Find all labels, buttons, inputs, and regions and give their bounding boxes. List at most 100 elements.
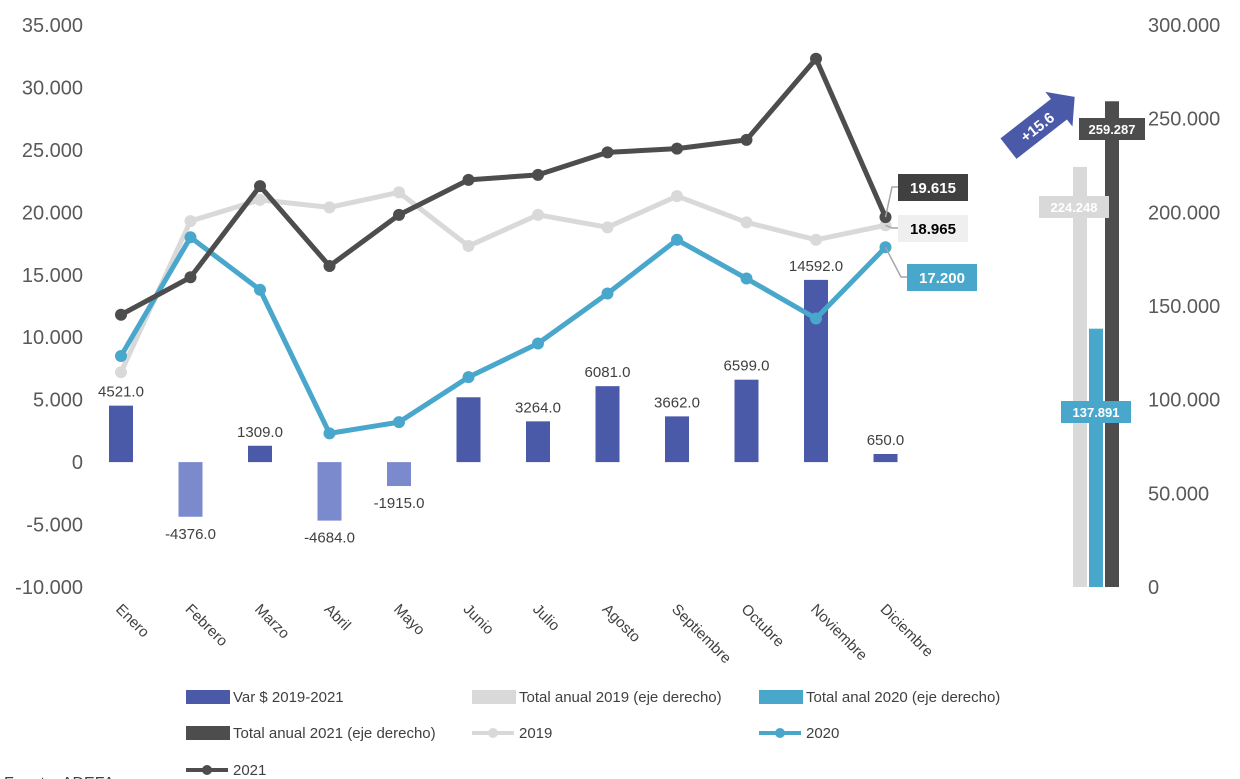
legend-swatch: [186, 726, 230, 740]
month-label: Mayo: [390, 601, 428, 639]
bar-value-label: -4376.0: [165, 526, 216, 543]
series-point-2020: [323, 427, 336, 440]
series-point-2020: [810, 312, 822, 325]
series-point-2020: [671, 233, 683, 246]
legend-marker: [202, 765, 212, 775]
legend-label: Total anal 2020 (eje derecho): [806, 689, 1000, 706]
annual-total-label-box: [1061, 401, 1131, 423]
annual-total-label-box: [1039, 196, 1109, 218]
series-point-2021: [532, 168, 544, 181]
callout-text: 17.200: [919, 270, 965, 287]
left-axis-tick: 20.000: [22, 202, 83, 224]
month-label: Julio: [529, 601, 563, 635]
series-point-2021: [810, 52, 822, 65]
legend: Var $ 2019-2021 Total anual 2019 (eje der…: [186, 689, 1000, 779]
right-axis-tick: 150.000: [1148, 296, 1220, 318]
callout-box: [907, 264, 977, 291]
callout-text: 19.615: [910, 180, 956, 197]
legend-label: Total anual 2021 (eje derecho): [233, 725, 436, 742]
legend-label: Total anual 2019 (eje derecho): [519, 689, 722, 706]
annual-total-label: 224.248: [1051, 200, 1098, 215]
series-point-2020: [115, 349, 127, 362]
series-point-2020: [532, 337, 544, 350]
series-point-2020: [740, 272, 753, 285]
left-axis-tick: 5.000: [33, 390, 83, 412]
legend-label: 2021: [233, 762, 266, 779]
legend-marker: [775, 728, 785, 738]
variation-bar: [317, 462, 342, 521]
month-label: Octubre: [738, 601, 788, 651]
series-point-2021: [393, 208, 405, 221]
series-point-2019: [323, 201, 336, 214]
growth-arrow-shape: [1000, 91, 1075, 159]
series-point-2019: [115, 366, 127, 379]
variation-bar: [595, 386, 620, 463]
legend-marker: [488, 728, 498, 738]
month-label: Septiembre: [668, 601, 734, 667]
series-point-2020: [601, 287, 614, 300]
bar-value-label: 3662.0: [654, 394, 700, 411]
annual-total-label: 137.891: [1073, 405, 1120, 420]
series-line-2021: [118, 56, 888, 318]
series-point-2019: [601, 221, 614, 234]
bar-value-label: 4521.0: [98, 384, 144, 401]
bar-value-label: 14592.0: [789, 258, 843, 275]
series-point-2020: [462, 371, 475, 384]
left-axis-tick: 25.000: [22, 140, 83, 162]
left-axis-tick: 0: [72, 452, 83, 474]
bar-value-label: 1309.0: [237, 424, 283, 441]
series-point-2019: [254, 193, 266, 206]
series-point-2021: [184, 271, 197, 284]
series-point-2019: [671, 190, 683, 203]
series-point-2020: [184, 231, 197, 244]
right-axis-tick: 200.000: [1148, 202, 1220, 224]
series-point-2021: [740, 133, 753, 146]
bar-value-label: -1915.0: [374, 495, 425, 512]
callout-leader: [885, 224, 898, 229]
variation-bar: [734, 379, 759, 463]
series-point-2021: [671, 142, 683, 155]
legend-label: 2020: [806, 725, 839, 742]
variation-bar: [526, 421, 550, 463]
right-axis-tick: 0: [1148, 577, 1159, 599]
annual-total-label-box: [1079, 118, 1145, 140]
bar-value-label: 650.0: [867, 432, 905, 449]
source-note: Fuente: ADEFA: [4, 775, 115, 779]
left-axis-tick: -10.000: [15, 577, 83, 599]
legend-label: 2019: [519, 725, 552, 742]
month-label: Diciembre: [877, 601, 937, 661]
bar-value-label: -4684.0: [304, 530, 355, 547]
variation-bar: [456, 397, 481, 463]
bar-value-label: 6599.0: [724, 358, 770, 375]
legend-swatch: [186, 690, 230, 704]
end-callouts: 19.615 18.965 17.200: [884, 174, 977, 291]
month-label: Junio: [460, 601, 497, 638]
callout-box: [898, 174, 968, 201]
right-axis-tick: 100.000: [1148, 390, 1220, 412]
bar-value-label: 3264.0: [515, 399, 561, 416]
callout-text: 18.965: [910, 221, 956, 238]
month-labels: Enero Febrero Marzo Abril Mayo Junio Julio Agos…: [112, 601, 936, 667]
annual-totals: 224.248 137.891 259.287 +15.6: [1000, 91, 1145, 588]
legend-swatch: [472, 690, 516, 704]
variation-bar: [387, 462, 411, 487]
callout-box: [898, 215, 968, 242]
bar-value-label: 6081.0: [585, 364, 631, 381]
callout-leader: [884, 186, 898, 218]
series-point-2020: [254, 283, 266, 296]
right-axis-tick: 50.000: [1148, 483, 1209, 505]
series-point-2019: [532, 208, 544, 221]
left-axis-tick: 10.000: [22, 327, 83, 349]
right-axis-tick: 300.000: [1148, 15, 1220, 37]
month-label: Abril: [321, 601, 354, 634]
series-point-2019: [810, 233, 822, 246]
month-label: Agosto: [599, 601, 644, 646]
line-series: [115, 52, 892, 440]
variation-bars: 4521.0 -4376.0 1309.0 -4684.0 -1915.0 3264.0 6…: [98, 258, 904, 547]
variation-bar: [248, 445, 272, 463]
series-point-2021: [254, 180, 266, 193]
left-axis-tick: 30.000: [22, 77, 83, 99]
growth-arrow: +15.6: [1000, 91, 1075, 159]
month-label: Marzo: [251, 601, 292, 642]
